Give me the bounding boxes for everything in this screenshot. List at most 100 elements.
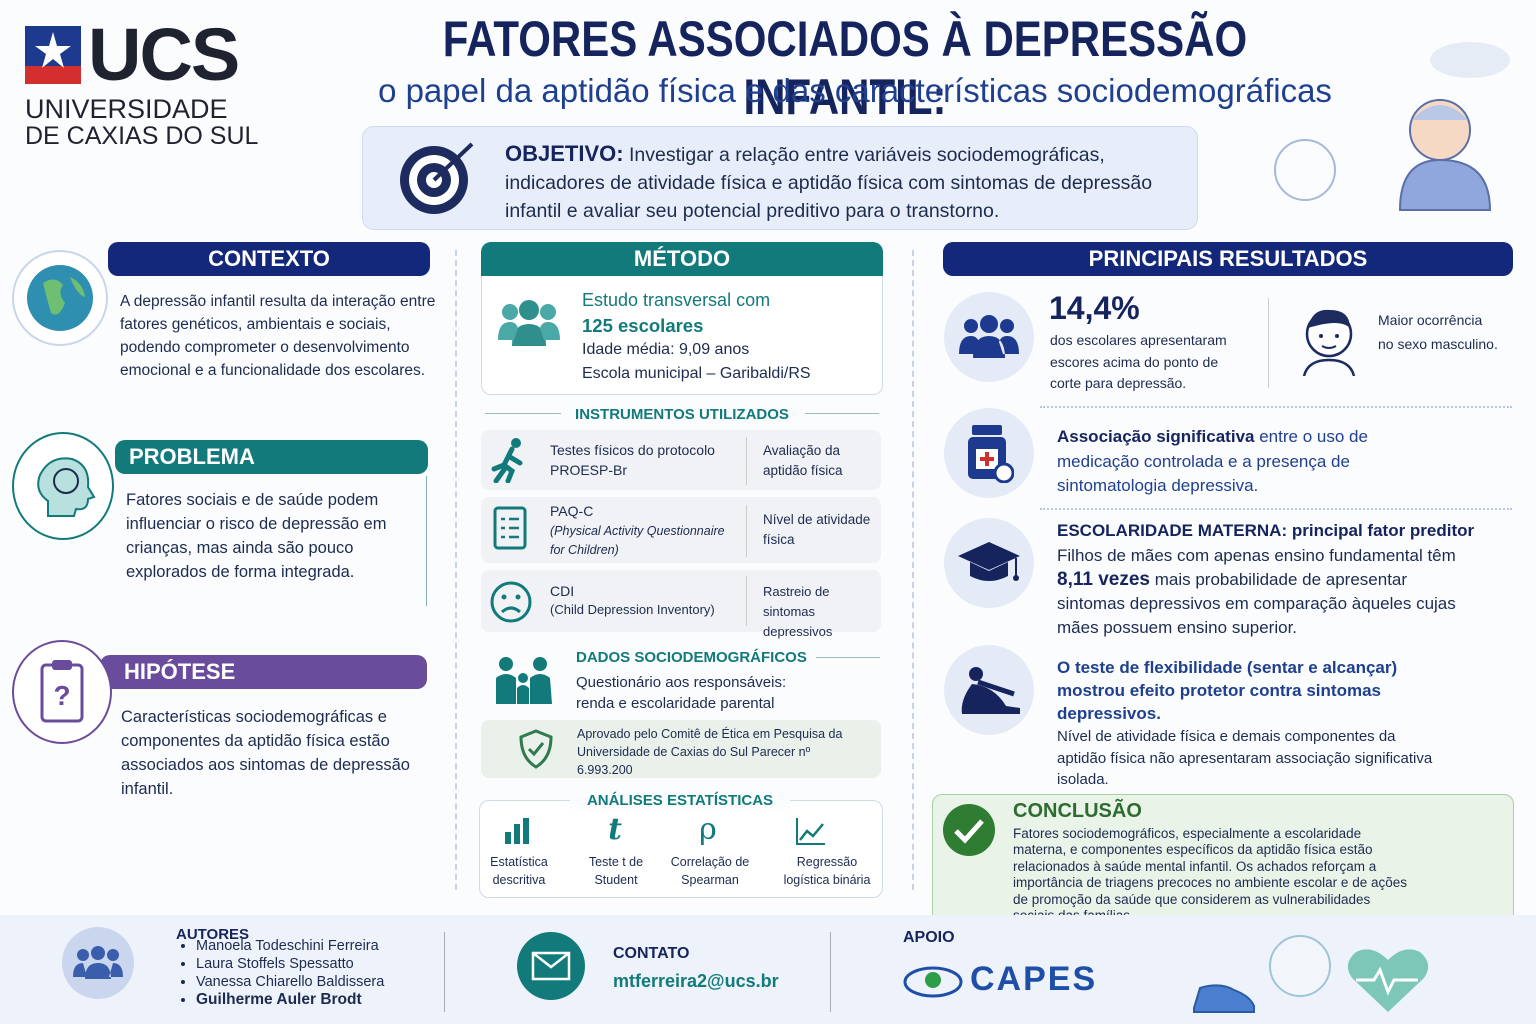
group-icon (944, 292, 1034, 382)
stretch-icon (944, 645, 1034, 735)
instrument-name: CDI (550, 583, 575, 599)
authors-list: Manoela Todeschini Ferreira Laura Stoffe… (176, 937, 384, 1009)
bar-icon (505, 818, 529, 844)
instrument-purpose: Nível de atividade física (763, 512, 871, 547)
maternal-value: 8,11 vezes (1057, 569, 1150, 590)
separator (455, 250, 457, 890)
graduation-icon (944, 518, 1034, 608)
shield-icon (519, 729, 553, 769)
globe-icon (12, 250, 108, 346)
sad-face-icon (490, 581, 532, 623)
instrument-name: Testes físicos do protocolo PROESP-Br (550, 442, 715, 478)
hypothesis-header: HIPÓTESE (100, 655, 427, 689)
method-header: MÉTODO (481, 242, 883, 276)
analysis-label: Regressão logística binária (783, 855, 871, 887)
instrument-row (481, 570, 881, 632)
objective-box (362, 126, 1198, 230)
maternal: Filhos de mães com apenas ensino fundame… (1057, 544, 1467, 640)
instrument-name: PAQ-C (550, 503, 594, 519)
socio-text: Questionário aos responsáveis: renda e e… (576, 674, 787, 712)
analyses-box (479, 800, 883, 898)
runner-icon (491, 438, 523, 483)
study-sample: 125 escolares (582, 315, 704, 336)
study-age: Idade média: 9,09 anos (582, 341, 750, 358)
objective-text: Investigar a relação entre variáveis soc… (505, 144, 1153, 222)
health-illustration (1193, 935, 1429, 1013)
logo-flag (25, 26, 81, 84)
analyses-title: ANÁLISES ESTATÍSTICAS (570, 792, 790, 809)
medication-text: entre o uso de medicação controlada e a … (1057, 427, 1368, 495)
check-icon (943, 804, 995, 856)
checklist-icon (493, 506, 527, 550)
rule (1040, 508, 1512, 510)
logo-abbr: UCS (88, 13, 240, 96)
rule (746, 437, 747, 485)
author: Laura Stoffels Spessatto (196, 955, 384, 973)
trend-icon (796, 818, 825, 845)
analysis-label: Teste t de Student (588, 855, 644, 887)
rule (746, 576, 747, 626)
objective-label: OBJETIVO: (505, 141, 624, 166)
maternal-text: Filhos de mães com apenas ensino fundame… (1057, 546, 1456, 565)
logo-name: UNIVERSIDADE (25, 94, 228, 124)
author: Manoela Todeschini Ferreira (196, 937, 384, 955)
author: Vanessa Chiarello Baldissera (196, 973, 384, 991)
prevalence-text: dos escolares apresentaram escores acima… (1050, 332, 1227, 391)
rule (816, 657, 880, 658)
rule (1040, 406, 1512, 408)
context-header: CONTEXTO (108, 242, 430, 276)
sad-child-illustration (1274, 42, 1510, 211)
conclusion-title: CONCLUSÃO (1013, 800, 1142, 822)
results-header: PRINCIPAIS RESULTADOS (943, 242, 1513, 276)
instrument-purpose: Rastreio de sintomas depressivos (763, 584, 833, 639)
clipboard-icon: ? (12, 640, 112, 744)
maternal-heading: ESCOLARIDADE MATERNA: principal fator pr… (1057, 521, 1475, 540)
problem-header: PROBLEMA (115, 440, 428, 474)
title: FATORES ASSOCIADOS À DEPRESSÃO INFANTIL: (442, 11, 1248, 125)
flex-text: Nível de atividade física e demais compo… (1057, 728, 1433, 788)
instrument-detail: (Child Depression Inventory) (550, 602, 715, 617)
instrument-row (481, 430, 881, 490)
instrument-detail: (Physical Activity Questionnaire for Chi… (550, 524, 725, 557)
sex-text: Maior ocorrência no sexo masculino. (1378, 312, 1498, 352)
rule (485, 413, 561, 414)
group-icon (498, 300, 560, 346)
ethics-text: Aprovado pelo Comitê de Ética em Pesquis… (577, 727, 843, 777)
rule (426, 476, 427, 606)
authors-title: AUTORES (176, 926, 250, 943)
support-title: APOIO (903, 929, 955, 946)
conclusion-box (932, 794, 1514, 922)
rule (1268, 298, 1269, 388)
study-line: Estudo transversal com (582, 290, 771, 310)
instruments-title: INSTRUMENTOS UTILIZADOS (575, 406, 789, 423)
contact-title: CONTATO (613, 945, 690, 962)
author: Guilherme Auler Brodt (196, 991, 384, 1009)
rule (444, 932, 445, 1012)
contact-email: mtferreira2@ucs.br (613, 971, 779, 991)
analysis-symbol: ρ (699, 812, 717, 847)
prevalence-value: 14,4% (1049, 290, 1140, 326)
separator (912, 250, 914, 890)
study-school: Escola municipal – Garibaldi/RS (582, 365, 811, 382)
rule (805, 413, 879, 414)
support-name: CAPES (970, 960, 1098, 998)
analysis-label: Correlação de Spearman (670, 855, 750, 887)
instrument-purpose: Avaliação da aptidão física (763, 443, 843, 478)
target-icon (400, 142, 474, 214)
mail-icon (517, 932, 585, 1000)
study-box (481, 276, 883, 395)
hypothesis-text: Características sociodemográficas e comp… (121, 708, 410, 798)
socio-title: DADOS SOCIODEMOGRÁFICOS (576, 649, 807, 666)
authors-icon (62, 927, 134, 999)
capes-logo (903, 966, 963, 998)
flex-bold: O teste de flexibilidade (sentar e alcan… (1057, 658, 1398, 723)
rule (746, 505, 747, 557)
analysis-symbol: t (608, 812, 622, 847)
medication-bold: Associação significativa (1057, 427, 1255, 446)
svg-text:?: ? (53, 680, 70, 711)
boy-icon (1302, 309, 1356, 376)
ethics-box (481, 720, 881, 778)
problem-text: Fatores sociais e de saúde podem influen… (126, 491, 387, 581)
family-icon (496, 657, 552, 704)
